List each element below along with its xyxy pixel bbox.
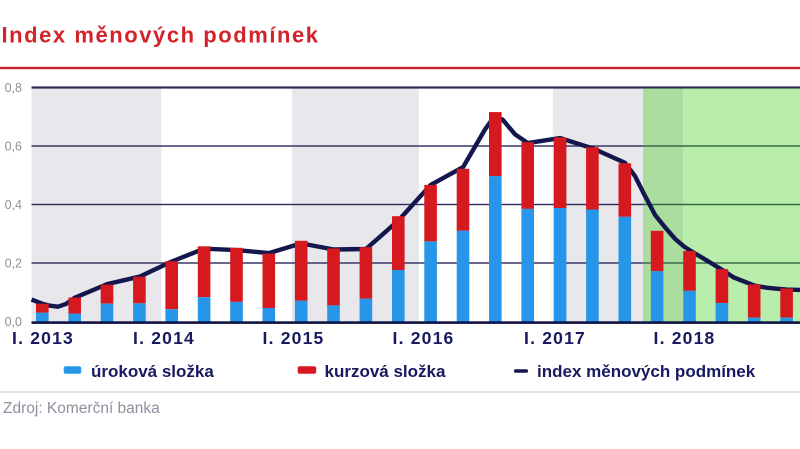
svg-text:úroková složka: úroková složka — [91, 362, 214, 381]
svg-text:0,2: 0,2 — [5, 256, 22, 270]
svg-text:Index měnových podmínek: Index měnových podmínek — [2, 23, 320, 48]
svg-text:I. 2016: I. 2016 — [393, 328, 455, 348]
svg-text:I. 2018: I. 2018 — [654, 328, 716, 348]
svg-text:I. 2013: I. 2013 — [12, 328, 74, 348]
svg-text:0,4: 0,4 — [5, 198, 22, 212]
svg-text:Zdroj: Komerční banka: Zdroj: Komerční banka — [3, 400, 160, 417]
svg-text:0,8: 0,8 — [5, 81, 22, 95]
svg-text:0,6: 0,6 — [5, 139, 22, 153]
svg-text:I. 2015: I. 2015 — [263, 328, 325, 348]
svg-text:I. 2014: I. 2014 — [133, 328, 195, 348]
svg-text:I. 2017: I. 2017 — [524, 328, 586, 348]
svg-text:kurzová složka: kurzová složka — [325, 362, 446, 381]
svg-text:index měnových podmínek: index měnových podmínek — [537, 362, 756, 381]
svg-text:0,0: 0,0 — [5, 315, 22, 329]
